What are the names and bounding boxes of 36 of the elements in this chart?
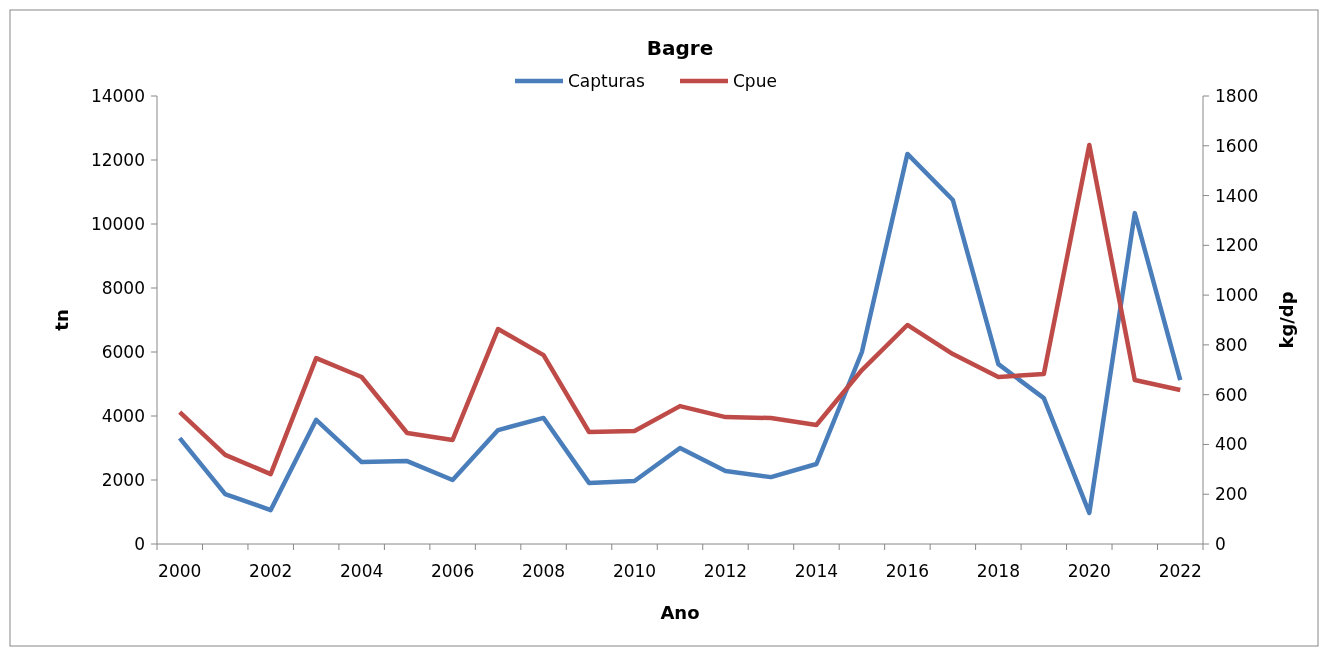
x-tick-label: 2016 <box>885 561 930 581</box>
x-tick-label: 2014 <box>794 561 839 581</box>
y-tick-label: 0 <box>134 534 145 554</box>
y2-tick-label: 1800 <box>1215 86 1259 106</box>
x-tick-label: 2022 <box>1158 561 1202 581</box>
y2-tick-label: 1200 <box>1215 235 1259 256</box>
y-tick-label: 10000 <box>90 214 145 234</box>
y2-axis-title: kg/dp <box>1276 291 1297 349</box>
x-tick-label: 2000 <box>158 561 202 581</box>
x-tick-label: 2012 <box>703 561 748 581</box>
x-tick-label: 2010 <box>612 561 657 581</box>
y-tick-label: 2000 <box>101 470 145 490</box>
x-tick-label: 2008 <box>521 561 566 581</box>
y-tick-label: 4000 <box>101 406 145 426</box>
x-tick-label: 2004 <box>340 561 384 581</box>
legend-label: Cpue <box>733 71 777 91</box>
x-tick-label: 2020 <box>1067 561 1111 581</box>
y-axis-title: tn <box>51 309 72 331</box>
x-tick-label: 2006 <box>430 561 475 581</box>
y-tick-label: 8000 <box>101 278 145 298</box>
y2-tick-label: 600 <box>1215 384 1248 405</box>
y-tick-label: 14000 <box>90 86 145 106</box>
y-tick-label: 6000 <box>101 342 145 362</box>
legend-label: Capturas <box>568 71 645 91</box>
x-axis-title: Ano <box>660 602 700 623</box>
y2-tick-label: 200 <box>1215 484 1248 505</box>
x-tick-label: 2002 <box>249 561 293 581</box>
y2-tick-label: 0 <box>1215 534 1226 554</box>
y2-tick-label: 400 <box>1215 434 1248 455</box>
y2-tick-label: 1400 <box>1215 185 1259 206</box>
y2-tick-label: 1600 <box>1215 135 1259 156</box>
y2-tick-label: 1000 <box>1215 285 1259 306</box>
chart-title: Bagre <box>646 36 714 60</box>
x-tick-label: 2018 <box>976 561 1020 581</box>
y2-tick-label: 800 <box>1215 334 1248 355</box>
y-tick-label: 12000 <box>90 150 145 170</box>
